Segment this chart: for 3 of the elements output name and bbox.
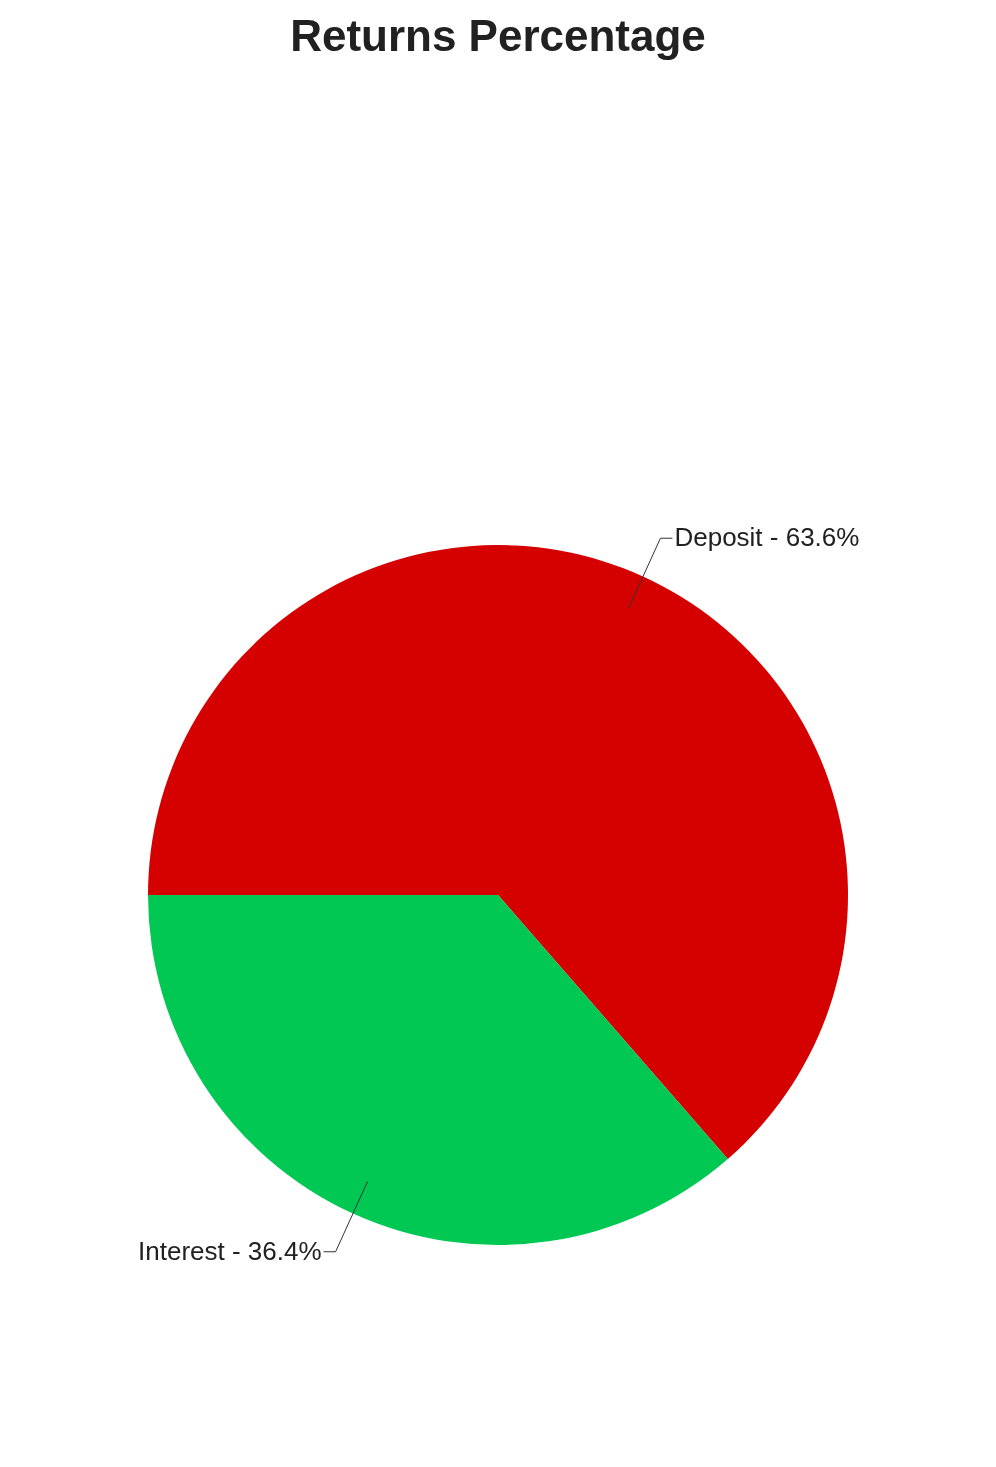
slice-label: Interest - 36.4% (138, 1235, 322, 1266)
chart-title: Returns Percentage (289, 10, 707, 62)
slice-label: Deposit - 63.6% (674, 522, 860, 553)
